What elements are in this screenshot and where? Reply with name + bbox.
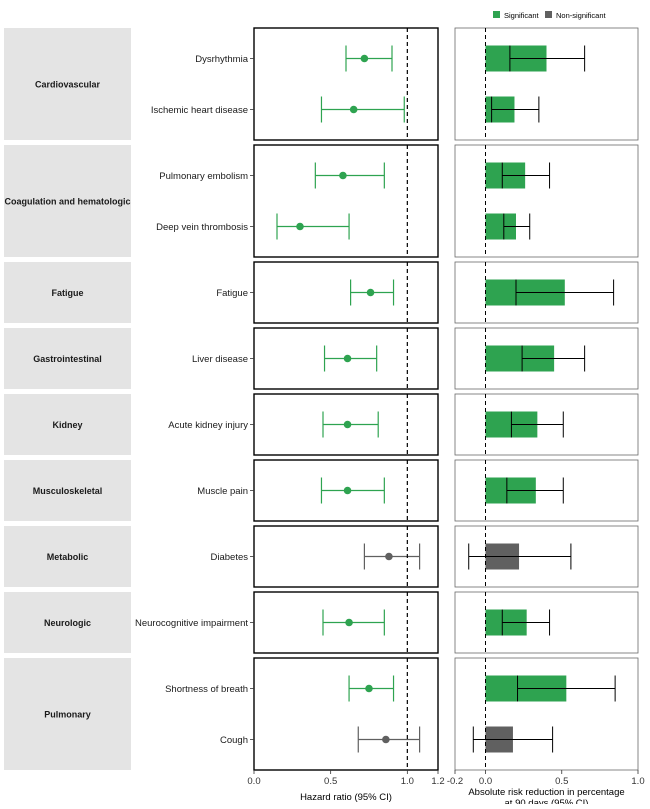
hr-x-tick-label: 1.2 bbox=[431, 776, 444, 787]
strip-fatigue bbox=[4, 262, 131, 323]
group-label: Pulmonary bbox=[44, 710, 91, 720]
outcome-label: Dysrhythmia bbox=[195, 54, 249, 65]
outcome-label: Acute kidney injury bbox=[168, 420, 248, 431]
outcome-label: Cough bbox=[220, 735, 248, 746]
hr-point bbox=[345, 618, 353, 627]
arr-x-tick-label: 0.0 bbox=[479, 776, 492, 787]
hr-point bbox=[343, 486, 352, 495]
arr-x-tick-label: 0.5 bbox=[555, 776, 568, 787]
group-label: Metabolic bbox=[47, 552, 89, 562]
legend-label-significant: Significant bbox=[504, 11, 540, 20]
hr-point bbox=[343, 354, 352, 363]
strip-gastrointestinal bbox=[4, 328, 131, 389]
outcome-label: Pulmonary embolism bbox=[159, 171, 248, 182]
arr-x-tick-label: -0.2 bbox=[447, 776, 463, 787]
hr-x-tick-label: 0.5 bbox=[324, 776, 337, 787]
arr-panel-frame bbox=[454, 657, 639, 771]
hr-point bbox=[365, 684, 373, 693]
group-label: Gastrointestinal bbox=[33, 354, 102, 364]
group-label: Fatigue bbox=[51, 288, 83, 298]
arr-x-axis-title-line1: Absolute risk reduction in percentage bbox=[468, 787, 624, 798]
hr-panel-frame bbox=[253, 657, 439, 771]
strip-pulmonary bbox=[4, 658, 131, 770]
hr-point bbox=[366, 288, 375, 297]
arr-x-axis-title-line2: at 90 days (95% CI) bbox=[505, 798, 589, 804]
hr-point bbox=[382, 735, 390, 744]
strip-coagulation-and-hematologic bbox=[4, 145, 131, 257]
arr-panel-frame bbox=[454, 327, 639, 390]
hr-point bbox=[339, 171, 347, 180]
legend-swatch-significant bbox=[493, 11, 500, 18]
arr-panel-frame bbox=[454, 393, 639, 456]
strip-cardiovascular bbox=[4, 28, 131, 140]
hr-x-axis-title: Hazard ratio (95% CI) bbox=[300, 792, 392, 803]
strip-metabolic bbox=[4, 526, 131, 587]
outcome-label: Shortness of breath bbox=[165, 684, 248, 695]
outcome-label: Liver disease bbox=[192, 354, 248, 365]
group-label: Kidney bbox=[52, 420, 82, 430]
arr-x-tick-label: 1.0 bbox=[631, 776, 644, 787]
outcome-label: Fatigue bbox=[216, 288, 248, 299]
hr-point bbox=[360, 54, 369, 63]
strip-kidney bbox=[4, 394, 131, 455]
outcome-label: Diabetes bbox=[211, 552, 249, 563]
strip-neurologic bbox=[4, 592, 131, 653]
hr-panel-frame bbox=[253, 261, 439, 324]
hr-x-tick-label: 1.0 bbox=[401, 776, 414, 787]
outcome-label: Deep vein thrombosis bbox=[156, 222, 248, 233]
arr-panel-frame bbox=[454, 459, 639, 522]
arr-panel-frame bbox=[454, 525, 639, 588]
group-label: Coagulation and hematologic bbox=[4, 197, 130, 207]
hr-point bbox=[385, 552, 393, 561]
outcome-label: Neurocognitive impairment bbox=[135, 618, 248, 629]
outcome-label: Muscle pain bbox=[197, 486, 248, 497]
group-label: Cardiovascular bbox=[35, 80, 101, 90]
hr-panel-frame bbox=[253, 144, 439, 258]
legend-label-nonsignificant: Non-significant bbox=[556, 11, 607, 20]
hr-point bbox=[296, 222, 304, 231]
group-label: Neurologic bbox=[44, 618, 91, 628]
legend-swatch-nonsignificant bbox=[545, 11, 552, 18]
arr-panel-frame bbox=[454, 144, 639, 258]
arr-panel-frame bbox=[454, 591, 639, 654]
hr-point bbox=[349, 105, 358, 114]
outcome-label: Ischemic heart disease bbox=[151, 105, 248, 116]
strip-musculoskeletal bbox=[4, 460, 131, 521]
arr-panel-frame bbox=[454, 261, 639, 324]
group-label: Musculoskeletal bbox=[33, 486, 103, 496]
hr-x-tick-label: 0.0 bbox=[247, 776, 260, 787]
hr-point bbox=[343, 420, 352, 429]
hr-panel-frame bbox=[253, 27, 439, 141]
arr-panel-frame bbox=[454, 27, 639, 141]
